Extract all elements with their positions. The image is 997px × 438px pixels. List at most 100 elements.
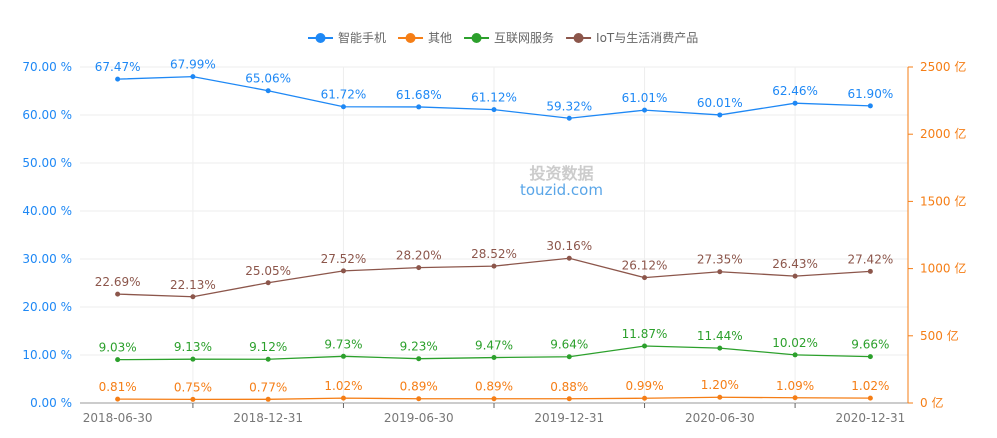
legend-marker xyxy=(573,33,584,43)
data-label: 0.89% xyxy=(475,380,513,394)
left-tick-label: 70.00 % xyxy=(22,60,72,74)
legend-label: IoT与生活消费产品 xyxy=(596,31,698,45)
data-label: 22.13% xyxy=(170,278,216,292)
right-tick-label: 1500 亿 xyxy=(920,193,966,208)
data-label: 62.46% xyxy=(772,84,818,98)
data-label: 28.52% xyxy=(471,247,517,261)
data-point xyxy=(491,396,497,402)
data-label: 30.16% xyxy=(546,239,592,253)
data-point xyxy=(115,76,121,82)
x-tick-label: 2020-12-31 xyxy=(835,411,905,425)
data-point xyxy=(491,355,497,361)
data-label: 27.42% xyxy=(847,252,893,266)
data-label: 9.12% xyxy=(249,340,287,354)
x-tick-label: 2020-06-30 xyxy=(685,411,755,425)
data-point xyxy=(190,396,196,402)
x-tick-label: 2019-12-31 xyxy=(534,411,604,425)
data-label: 0.81% xyxy=(99,380,137,394)
data-point xyxy=(265,88,271,94)
data-label: 67.99% xyxy=(170,58,216,72)
data-label: 9.03% xyxy=(99,341,137,355)
legend-marker xyxy=(471,33,482,43)
data-point xyxy=(416,265,422,271)
x-tick-label: 2019-06-30 xyxy=(384,411,454,425)
data-point xyxy=(717,112,723,118)
data-label: 60.01% xyxy=(697,96,743,110)
data-label: 26.43% xyxy=(772,257,818,271)
data-point xyxy=(867,395,873,401)
data-point xyxy=(566,396,572,402)
data-label: 1.02% xyxy=(324,379,362,393)
data-label: 0.99% xyxy=(625,379,663,393)
data-point xyxy=(717,269,723,275)
data-point xyxy=(566,115,572,121)
legend-marker xyxy=(405,33,416,43)
watermark-text: 投资数据 xyxy=(529,164,594,183)
right-tick-label: 2000 亿 xyxy=(920,126,966,141)
data-label: 65.06% xyxy=(245,72,291,86)
data-point xyxy=(190,294,196,300)
data-label: 0.77% xyxy=(249,380,287,394)
data-label: 11.87% xyxy=(622,327,668,341)
data-label: 27.35% xyxy=(697,253,743,267)
data-label: 61.90% xyxy=(847,87,893,101)
legend-marker xyxy=(315,33,326,43)
data-label: 61.68% xyxy=(396,88,442,102)
data-label: 9.64% xyxy=(550,338,588,352)
data-point xyxy=(867,354,873,360)
data-label: 67.47% xyxy=(95,60,141,74)
left-tick-label: 0.00 % xyxy=(30,396,72,410)
data-label: 61.01% xyxy=(622,91,668,105)
data-point xyxy=(115,357,121,363)
data-point xyxy=(792,395,798,401)
data-label: 9.23% xyxy=(400,340,438,354)
legend-label: 智能手机 xyxy=(338,30,386,45)
watermark-url: touzid.com xyxy=(520,181,603,199)
data-point xyxy=(190,356,196,362)
data-point xyxy=(115,291,121,297)
data-label: 9.73% xyxy=(324,337,362,351)
data-point xyxy=(867,103,873,109)
data-point xyxy=(642,107,648,113)
data-label: 9.66% xyxy=(851,338,889,352)
data-point xyxy=(566,255,572,261)
data-point xyxy=(792,273,798,279)
data-point xyxy=(340,104,346,110)
data-point xyxy=(190,74,196,80)
data-label: 10.02% xyxy=(772,336,818,350)
data-label: 61.72% xyxy=(321,88,367,102)
data-point xyxy=(265,280,271,286)
data-label: 0.88% xyxy=(550,380,588,394)
legend-label: 互联网服务 xyxy=(494,30,554,45)
data-label: 0.89% xyxy=(400,380,438,394)
data-point xyxy=(792,100,798,106)
data-point xyxy=(416,104,422,110)
data-point xyxy=(566,354,572,360)
x-tick-label: 2018-06-30 xyxy=(83,411,153,425)
data-point xyxy=(792,352,798,358)
left-tick-label: 20.00 % xyxy=(22,300,72,314)
data-point xyxy=(491,107,497,113)
data-point xyxy=(717,394,723,400)
data-label: 26.12% xyxy=(622,259,668,273)
data-label: 11.44% xyxy=(697,329,743,343)
data-label: 9.47% xyxy=(475,339,513,353)
x-tick-label: 2018-12-31 xyxy=(233,411,303,425)
data-point xyxy=(265,396,271,402)
data-label: 27.52% xyxy=(321,252,367,266)
data-label: 1.02% xyxy=(851,379,889,393)
watermark: 投资数据 touzid.com xyxy=(520,165,603,199)
data-point xyxy=(491,263,497,269)
legend-label: 其他 xyxy=(428,31,452,45)
data-point xyxy=(867,268,873,274)
left-tick-label: 40.00 % xyxy=(22,204,72,218)
data-label: 1.09% xyxy=(776,379,814,393)
data-label: 22.69% xyxy=(95,275,141,289)
left-tick-label: 10.00 % xyxy=(22,348,72,362)
right-tick-label: 500 亿 xyxy=(920,328,959,343)
left-tick-label: 50.00 % xyxy=(22,156,72,170)
data-point xyxy=(416,396,422,402)
left-tick-label: 60.00 % xyxy=(22,108,72,122)
